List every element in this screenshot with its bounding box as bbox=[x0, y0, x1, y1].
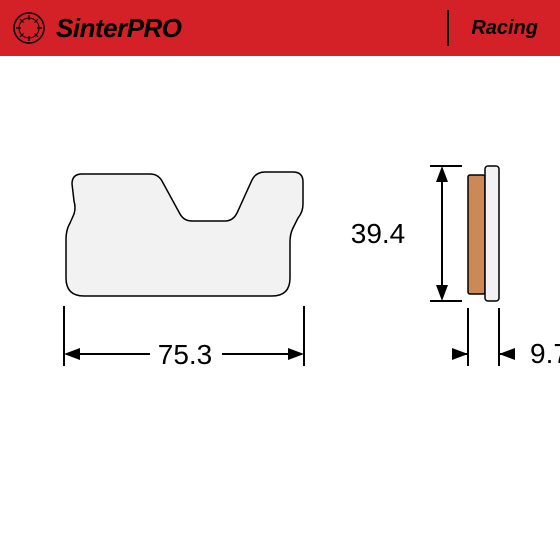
height-value: 39.4 bbox=[351, 218, 406, 249]
width-value: 75.3 bbox=[158, 339, 213, 370]
brand-prefix: Sinter bbox=[56, 13, 127, 43]
front-pad-shape bbox=[66, 172, 303, 296]
header-right: Racing bbox=[447, 10, 538, 46]
height-dimension: 39.4 bbox=[351, 166, 462, 301]
brand-group: SinterPRO bbox=[12, 11, 182, 45]
category-label: Racing bbox=[471, 17, 538, 40]
header-bar: SinterPRO Racing bbox=[0, 0, 560, 56]
thickness-dimension: 9.7 bbox=[452, 308, 560, 369]
thickness-value: 9.7 bbox=[530, 338, 560, 369]
brand-logo-icon bbox=[12, 11, 46, 45]
brand-suffix: PRO bbox=[127, 13, 182, 43]
header-divider bbox=[447, 10, 449, 46]
brand-name: SinterPRO bbox=[56, 13, 182, 44]
technical-diagram: 75.3 39.4 9.7 bbox=[0, 56, 560, 560]
width-dimension: 75.3 bbox=[64, 306, 304, 370]
side-pad-shape bbox=[468, 166, 499, 301]
